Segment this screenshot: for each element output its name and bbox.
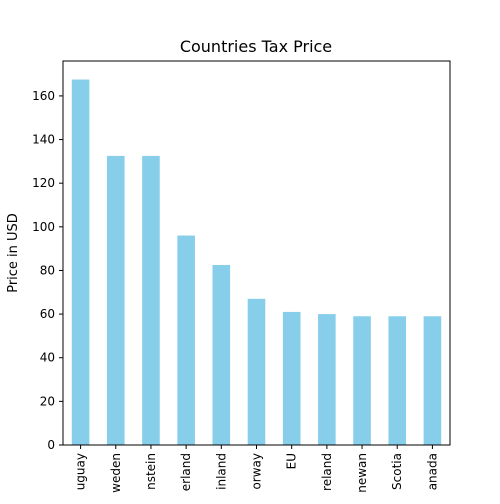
x-tick-label: reland <box>320 453 334 491</box>
y-tick-label: 20 <box>40 394 55 408</box>
x-tick-label: erland <box>179 453 193 491</box>
bar-inland <box>212 265 231 445</box>
x-tick-label: uguay <box>74 453 88 490</box>
x-axis-ticks: uguay weden nstein erland inland orway EU relan… <box>74 445 439 493</box>
y-tick-label: 140 <box>32 133 55 147</box>
bars-layer <box>71 79 442 446</box>
bar-uguay <box>71 79 90 446</box>
x-tick-label: anada <box>425 453 439 490</box>
bar-weden <box>106 155 125 445</box>
bar-orway <box>247 298 266 445</box>
y-tick-label: 100 <box>32 220 55 234</box>
bar-scotia <box>388 316 407 445</box>
x-tick-label: newan <box>355 453 369 493</box>
x-tick-label: orway <box>250 453 264 490</box>
y-axis-label: Price in USD <box>6 213 21 293</box>
y-tick-label: 120 <box>32 176 55 190</box>
y-axis-ticks: 0 20 40 60 80 100 120 140 160 <box>32 89 63 452</box>
bar-reland <box>318 314 336 445</box>
bar-anada <box>423 316 442 445</box>
y-tick-label: 40 <box>40 351 55 365</box>
y-tick-label: 0 <box>47 438 55 452</box>
bar-nstein <box>142 155 160 445</box>
bar-erland <box>177 235 195 445</box>
x-tick-label: inland <box>214 453 228 490</box>
chart-title: Countries Tax Price <box>180 37 332 56</box>
x-tick-label: nstein <box>144 453 158 490</box>
x-tick-label: Scotia <box>390 453 404 490</box>
plot-area-frame <box>62 60 451 446</box>
y-tick-label: 160 <box>32 89 55 103</box>
x-tick-label: EU <box>285 453 299 469</box>
bar-newan <box>353 316 371 445</box>
y-tick-label: 80 <box>40 263 55 277</box>
x-tick-label: weden <box>109 453 123 493</box>
bar-eu <box>282 311 301 445</box>
y-tick-label: 60 <box>40 307 55 321</box>
